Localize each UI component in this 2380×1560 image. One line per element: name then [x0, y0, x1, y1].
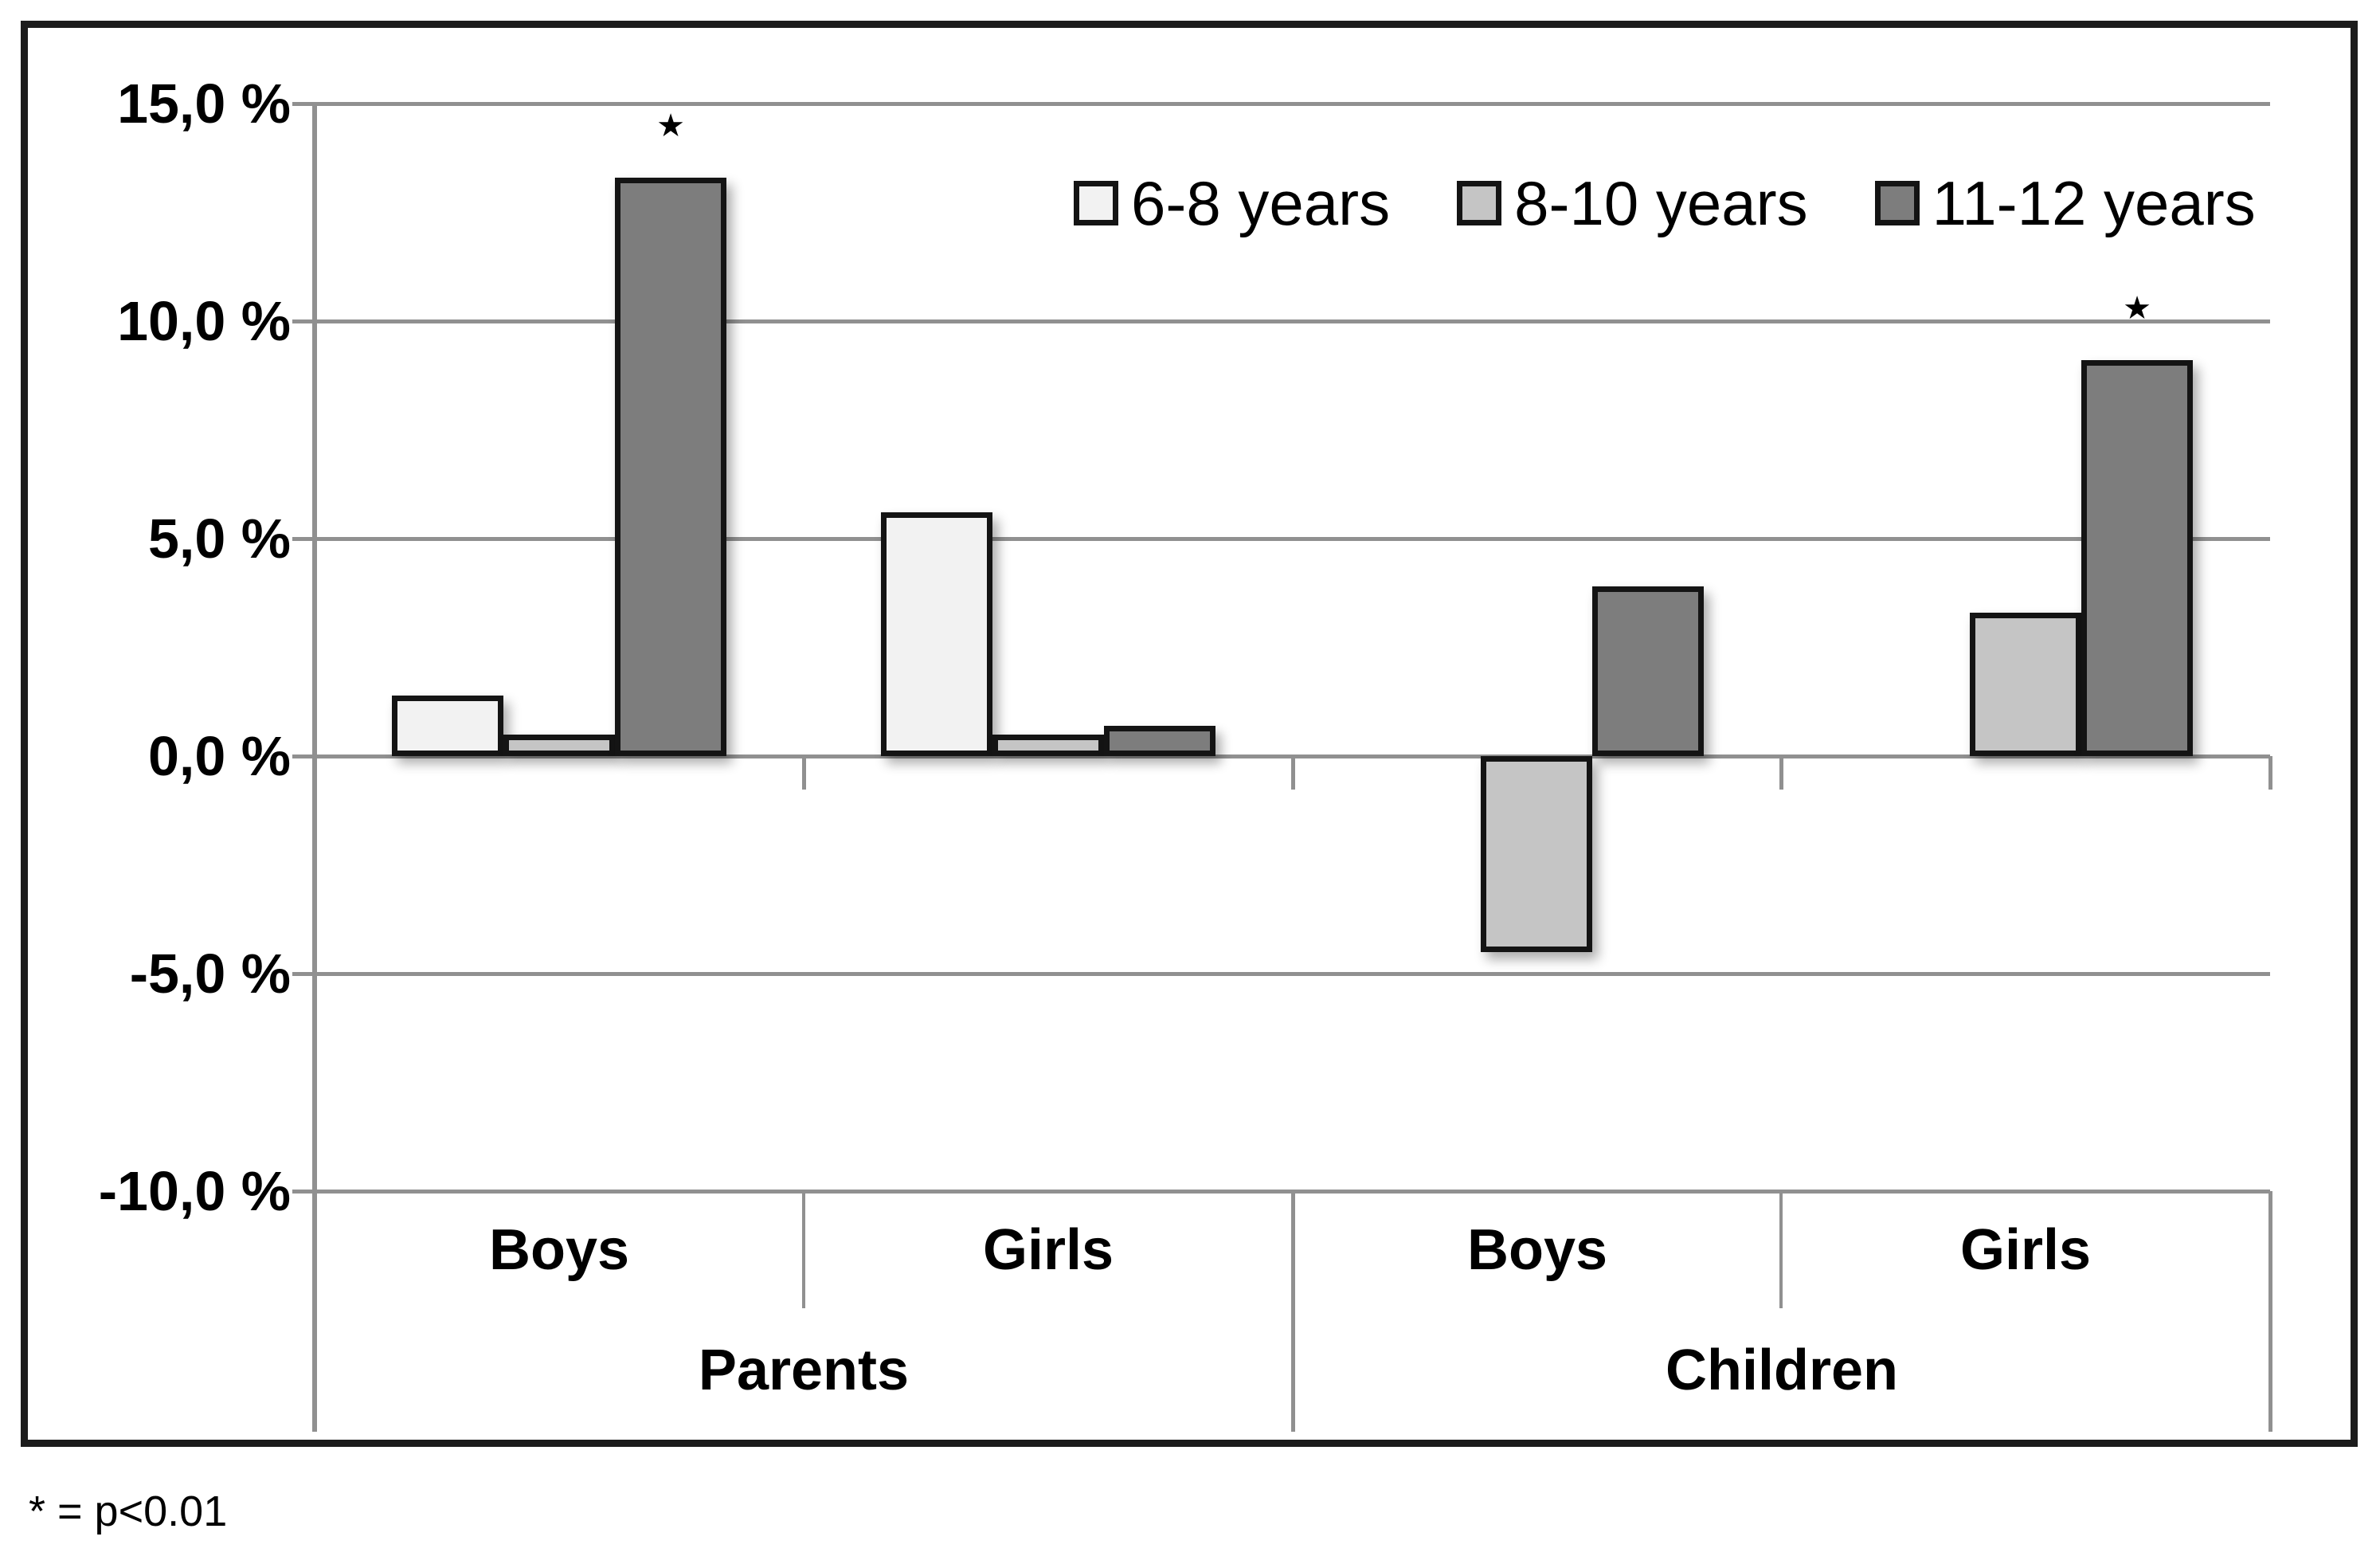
y-axis-tick — [292, 102, 315, 106]
gridline-15 — [315, 102, 2270, 106]
category-label-boys-2: Boys — [1466, 1217, 1608, 1282]
bar-8-10-years-children-boys — [1481, 756, 1592, 952]
category-axis-tick — [1779, 756, 1783, 790]
legend-label: 6-8 years — [1131, 168, 1391, 238]
legend-item-8-10-years: 8-10 years — [1457, 167, 1808, 239]
y-axis-label: 15,0 % — [117, 73, 291, 135]
group-label-parents: Parents — [698, 1338, 910, 1402]
gridline--5 — [315, 972, 2270, 976]
bar-6-8-years-parents-boys — [392, 696, 503, 756]
y-axis-label: 5,0 % — [148, 508, 291, 570]
y-axis-label: -5,0 % — [129, 943, 291, 1005]
gridline-5 — [315, 537, 2270, 541]
y-axis-label: 0,0 % — [148, 725, 291, 787]
category-label-girls-3: Girls — [1959, 1217, 2092, 1282]
category-axis-tick — [802, 756, 806, 790]
bar-11-12-years-children-boys — [1592, 586, 1704, 756]
significance-star: ★ — [2123, 291, 2151, 326]
y-axis-tick — [292, 319, 315, 323]
significance-star: ★ — [656, 108, 685, 143]
legend-label: 11-12 years — [1932, 168, 2256, 238]
footnote: * = p<0.01 — [29, 1487, 228, 1535]
chart-border-frame — [21, 21, 2358, 1447]
subcategory-separator — [1779, 1191, 1783, 1308]
legend-swatch-icon — [1457, 181, 1502, 225]
legend-swatch-icon — [1874, 181, 1920, 225]
bar-11-12-years-children-girls — [2081, 360, 2193, 756]
gridline-10 — [315, 319, 2270, 323]
legend-item-6-8-years: 6-8 years — [1074, 167, 1390, 239]
bar-8-10-years-children-girls — [1970, 613, 2081, 756]
category-axis-tick — [1291, 756, 1295, 790]
y-axis-label: 10,0 % — [117, 290, 291, 352]
y-axis-line — [312, 104, 317, 1432]
legend-label: 8-10 years — [1514, 168, 1808, 238]
bar-11-12-years-parents-girls — [1104, 726, 1215, 756]
plot-right-edge-line — [2268, 1191, 2272, 1432]
legend: 6-8 years 8-10 years 11-12 years — [1074, 167, 2256, 239]
y-axis-tick — [292, 1190, 315, 1194]
legend-item-11-12-years: 11-12 years — [1874, 167, 2256, 239]
category-label-girls-1: Girls — [982, 1217, 1114, 1282]
subcategory-separator — [802, 1191, 805, 1308]
group-label-children: Children — [1665, 1338, 1898, 1402]
legend-swatch-icon — [1074, 181, 1118, 225]
bar-8-10-years-parents-boys — [503, 735, 615, 756]
bar-8-10-years-parents-girls — [992, 735, 1104, 756]
y-axis-tick — [292, 537, 315, 541]
y-axis-label: -10,0 % — [98, 1160, 291, 1222]
bar-11-12-years-parents-boys — [615, 178, 726, 756]
category-axis-tick — [2268, 756, 2272, 790]
group-separator — [1291, 1191, 1295, 1432]
y-axis-tick — [292, 755, 315, 758]
category-label-boys-0: Boys — [488, 1217, 630, 1282]
y-axis-tick — [292, 972, 315, 976]
bar-6-8-years-parents-girls — [881, 512, 992, 756]
